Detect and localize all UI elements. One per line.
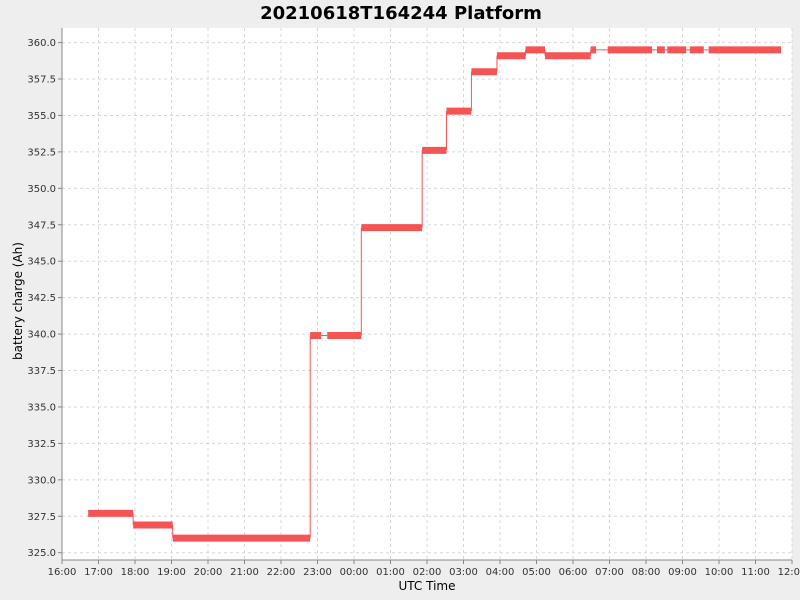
x-tick-label: 02:00 (413, 567, 442, 578)
x-tick-label: 04:00 (486, 567, 515, 578)
x-tick-label: 06:00 (559, 567, 588, 578)
y-tick-label: 357.5 (27, 75, 56, 86)
y-axis-label: battery charge (Ah) (11, 242, 25, 360)
data-series (88, 46, 782, 542)
y-axis-ticks: 325.0 327.5 330.0 332.5 335.0 337.5 340.0 342.5… (27, 38, 62, 559)
grid (62, 28, 793, 560)
x-tick-label: 10:00 (705, 567, 734, 578)
x-tick-label: 18:00 (121, 567, 150, 578)
x-tick-label: 19:00 (157, 567, 186, 578)
x-tick-label: 22:00 (267, 567, 296, 578)
y-tick-label: 347.5 (27, 220, 56, 231)
y-tick-label: 345.0 (27, 257, 56, 268)
x-tick-label: 11:00 (741, 567, 770, 578)
y-tick-label: 325.0 (27, 548, 56, 559)
y-tick-label: 360.0 (27, 38, 56, 49)
y-tick-label: 335.0 (27, 402, 56, 413)
x-tick-label: 23:00 (303, 567, 332, 578)
x-tick-label: 09:00 (668, 567, 697, 578)
x-tick-label: 21:00 (230, 567, 259, 578)
x-tick-label: 20:00 (194, 567, 223, 578)
x-tick-label: 07:00 (595, 567, 624, 578)
x-tick-label: 03:00 (449, 567, 478, 578)
x-tick-label: 01:00 (376, 567, 405, 578)
y-tick-label: 337.5 (27, 366, 56, 377)
y-tick-label: 350.0 (27, 184, 56, 195)
x-axis-ticks: 16:00 17:00 18:00 19:00 20:00 21:00 22:00 23:00… (48, 560, 800, 578)
x-axis-label: UTC Time (399, 579, 456, 593)
x-tick-label: 00:00 (340, 567, 369, 578)
x-tick-label: 16:00 (48, 567, 77, 578)
x-tick-label: 17:00 (84, 567, 113, 578)
chart-title: 20210618T164244 Platform (260, 3, 542, 24)
y-tick-label: 352.5 (27, 147, 56, 158)
y-tick-label: 355.0 (27, 111, 56, 122)
x-tick-label: 05:00 (522, 567, 551, 578)
y-tick-label: 332.5 (27, 439, 56, 450)
y-tick-label: 342.5 (27, 293, 56, 304)
x-tick-label: 08:00 (632, 567, 661, 578)
x-tick-label: 12:00 (778, 567, 800, 578)
y-tick-label: 340.0 (27, 330, 56, 341)
y-tick-label: 327.5 (27, 512, 56, 523)
y-tick-label: 330.0 (27, 475, 56, 486)
